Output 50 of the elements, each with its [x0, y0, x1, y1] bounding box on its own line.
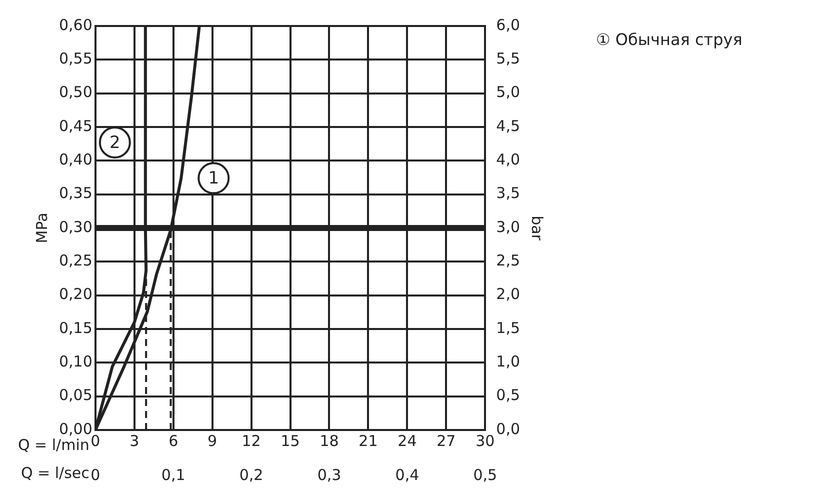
y-tick-label: 0,10 [58, 352, 92, 371]
y-tick-label: 0,55 [58, 50, 92, 68]
x2-tick-label: 0,4 [395, 466, 420, 484]
y2-tick-label: 3,5 [496, 184, 520, 202]
text: ① Обычная струя [596, 30, 742, 49]
x-tick-label: 18 [320, 432, 339, 450]
y2-tick-label: 0,0 [496, 420, 520, 438]
x-tick-label: 12 [242, 432, 261, 450]
y2-tick-label: 0,5 [496, 386, 520, 404]
x2-tick-label: 0,2 [239, 466, 264, 484]
x-tick-label: 0 [90, 432, 100, 450]
x2-tick-label: 0,1 [161, 466, 186, 484]
y2-tick-label: 6,0 [496, 16, 520, 34]
y-tick-label: 0,00 [58, 420, 92, 438]
x2-axis-title: Q = l/sec [20, 464, 90, 482]
y-tick-label: 0,40 [58, 150, 92, 169]
y-tick-label: 0,45 [58, 116, 92, 135]
x-tick-label: 6 [168, 432, 178, 450]
y2-tick-label: 4,5 [496, 116, 520, 135]
y-tick-label: 0,60 [58, 16, 92, 34]
y2-tick-label: 4,0 [496, 150, 520, 169]
x-tick-label: 3 [130, 432, 140, 450]
x-tick-label: 24 [398, 432, 417, 450]
y2-axis-title: bar [528, 216, 546, 242]
y-tick-label: 0,20 [58, 285, 92, 304]
x-tick-label: 15 [280, 432, 300, 450]
x-axis-title: Q = l/min [18, 436, 90, 454]
y2-tick-label: 1,5 [496, 318, 520, 337]
x-tick-label: 9 [208, 432, 218, 450]
annotation: 2 [109, 132, 120, 153]
x-tick-label: 21 [358, 432, 378, 450]
y-tick-label: 0,50 [58, 83, 92, 102]
y-axis-title: MPa [32, 212, 51, 244]
y2-tick-label: 5,0 [496, 83, 520, 102]
y-tick-label: 0,30 [58, 218, 92, 236]
x2-tick-label: 0,5 [473, 466, 498, 484]
x-tick-label: 30 [476, 432, 495, 450]
y2-tick-label: 3,0 [496, 218, 520, 236]
x-tick-label: 27 [436, 432, 456, 450]
x2-tick-label: 0 [90, 466, 100, 484]
y2-tick-label: 5,5 [496, 50, 520, 68]
y-tick-label: 0,05 [58, 386, 92, 404]
y-tick-label: 0,35 [58, 184, 92, 202]
annotation: 1 [208, 168, 220, 189]
x2-tick-label: 0,3 [317, 466, 342, 484]
y-tick-label: 0,15 [58, 318, 92, 337]
y2-tick-label: 2,0 [496, 285, 520, 304]
y2-tick-label: 2,5 [496, 252, 520, 270]
y2-tick-label: 1,0 [496, 352, 520, 371]
y-tick-label: 0,25 [58, 252, 92, 270]
